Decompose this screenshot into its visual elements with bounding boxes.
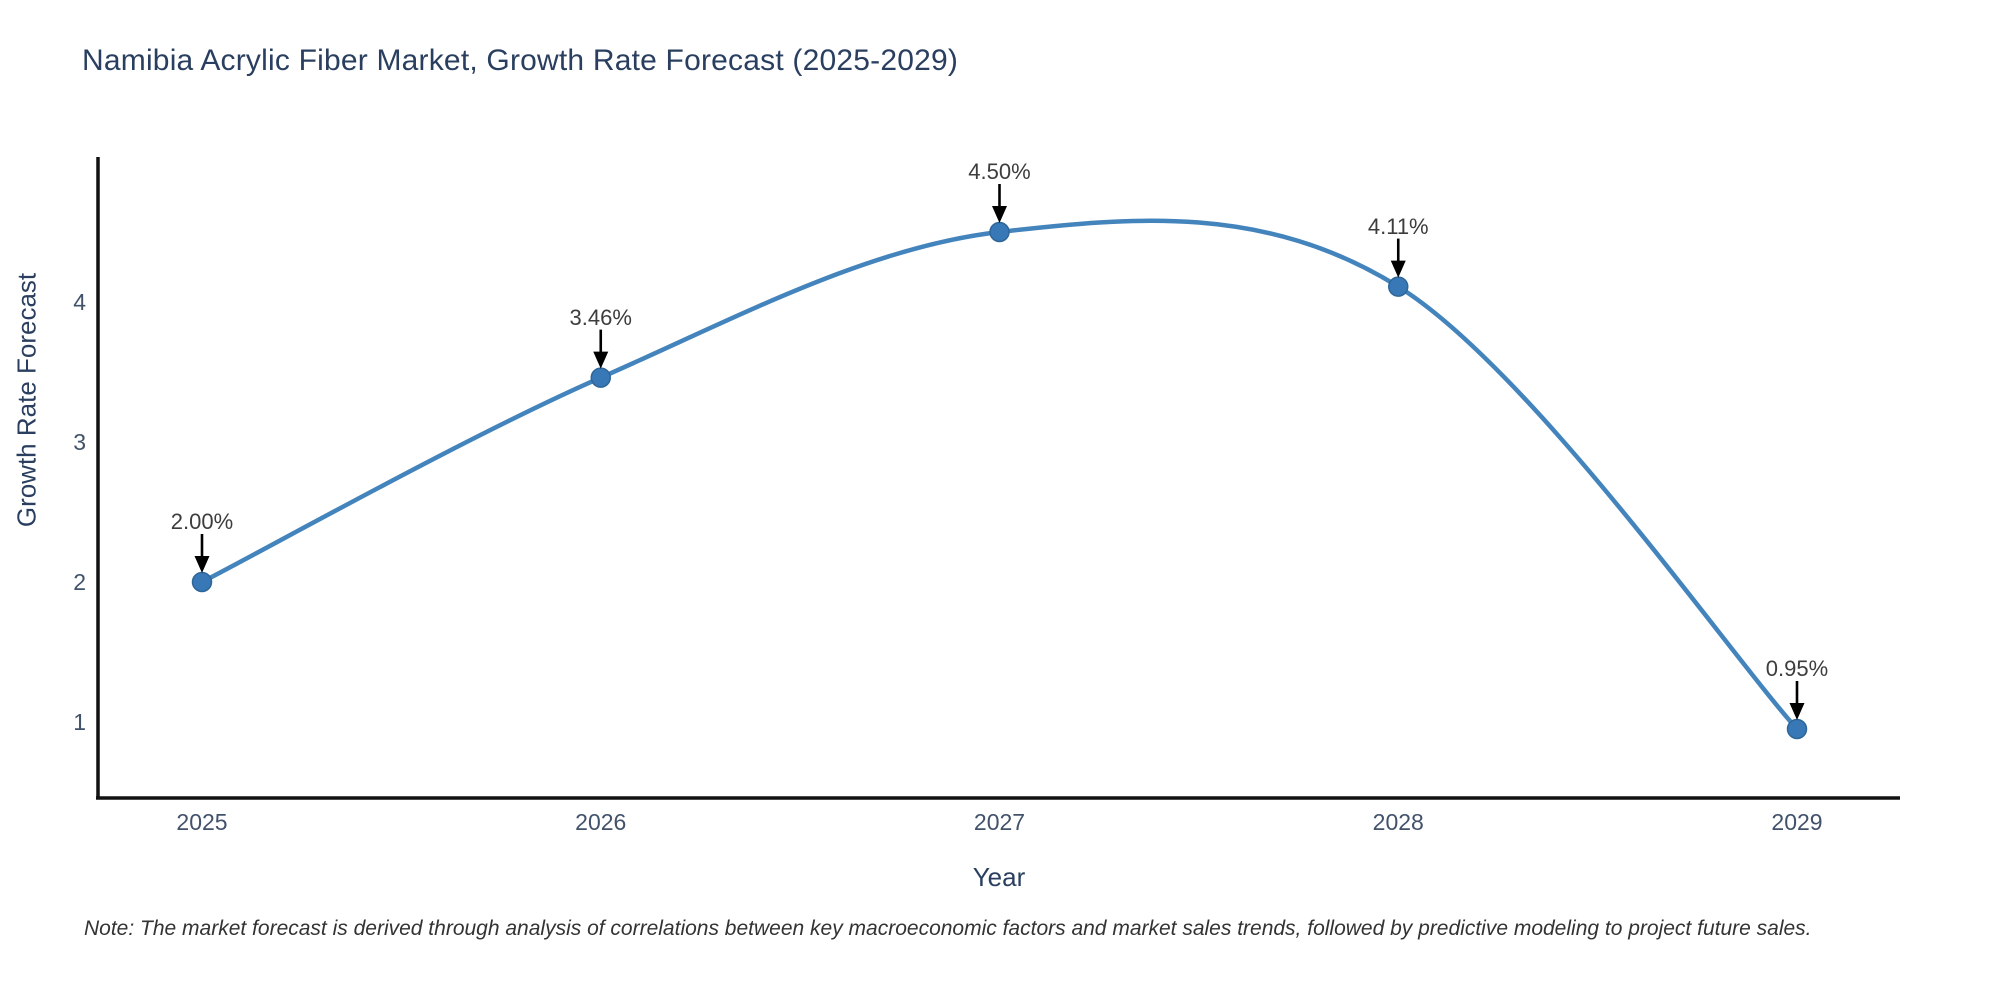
point-annotation: 4.11% [1367,213,1429,239]
chart-title: Namibia Acrylic Fiber Market, Growth Rat… [82,44,959,77]
footnote: Note: The market forecast is derived thr… [84,917,1812,940]
annotation-arrow-head [1390,260,1406,278]
annotation-arrow-head [593,351,609,369]
annotation-arrow-head [1789,703,1805,720]
data-point-marker [1786,718,1808,740]
annotation-arrow-head [992,206,1007,223]
forecast-line [199,218,1800,732]
data-point-marker [191,571,213,593]
y-axis-title: Growth Rate Forecast [11,272,42,528]
x-tick-label: 2025 [176,809,228,835]
data-point-marker [1388,276,1409,297]
point-annotation: 4.50% [968,159,1031,184]
x-tick-label: 2028 [1372,809,1424,835]
y-tick-label: 4 [73,289,86,315]
y-tick-label: 1 [73,709,86,735]
point-annotation: 3.46% [569,304,632,330]
y-tick-label: 2 [73,569,86,595]
x-tick-label: 2027 [973,809,1026,835]
x-axis-title: Year [972,862,1026,892]
annotation-arrow-head [194,556,210,573]
data-point-marker [590,367,611,388]
x-tick-label: 2029 [1771,809,1823,835]
data-point-marker [989,221,1010,243]
x-tick-label: 2026 [575,809,627,835]
y-tick-label: 3 [73,429,86,455]
point-annotation: 2.00% [170,509,234,534]
point-annotation: 0.95% [1765,656,1829,681]
